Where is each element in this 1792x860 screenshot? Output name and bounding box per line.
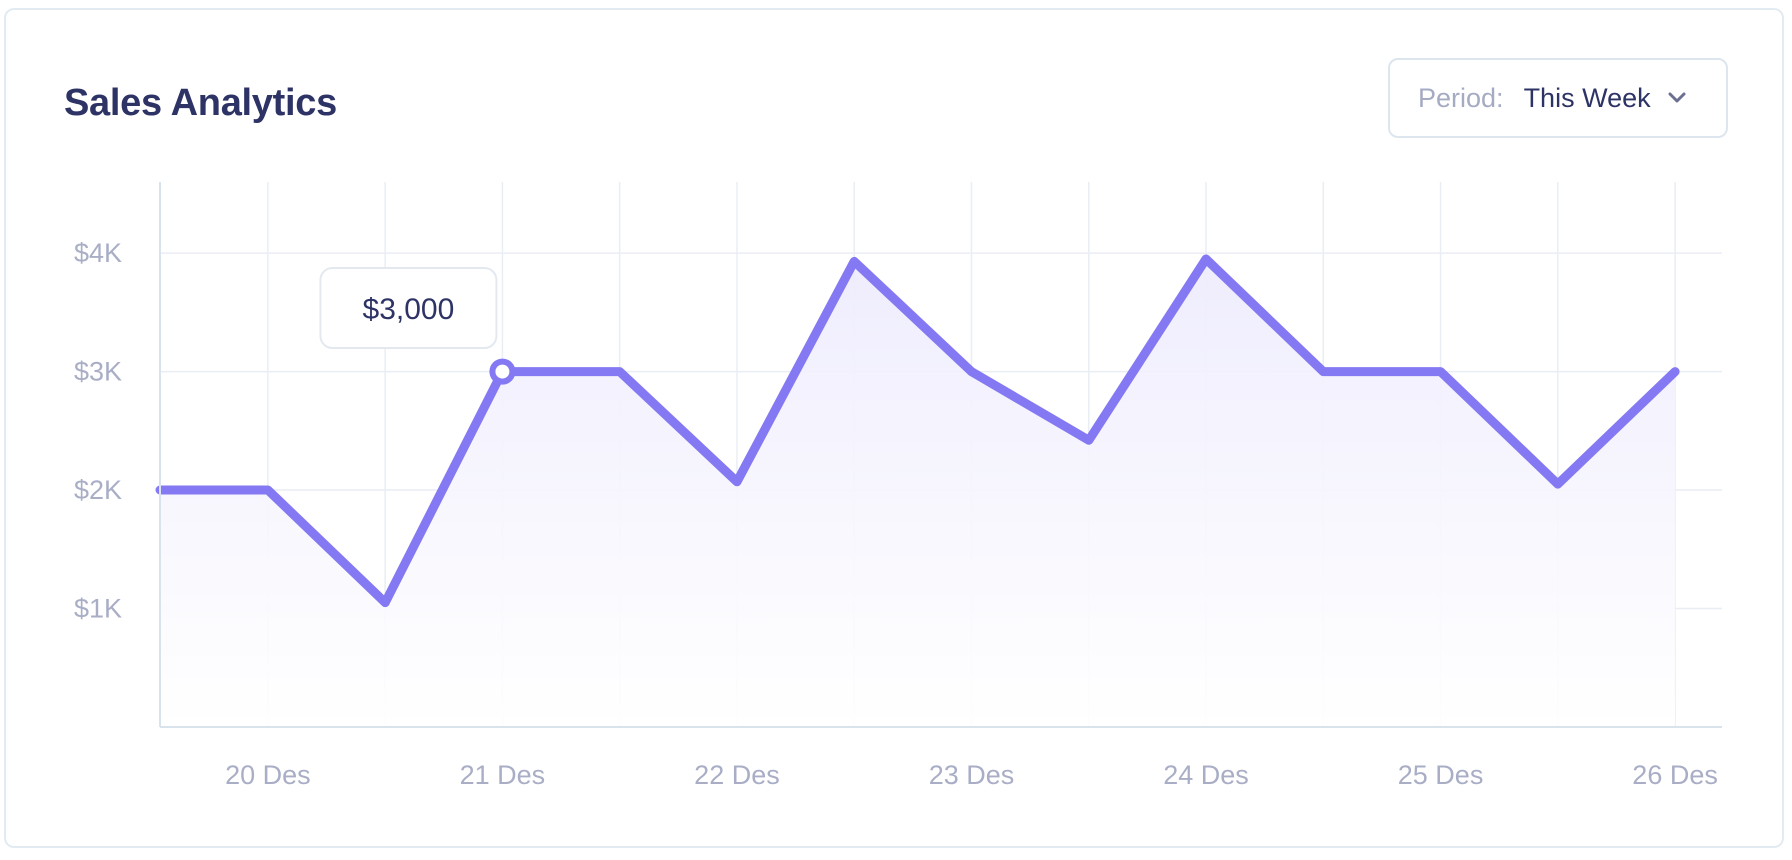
period-label: Period: (1418, 82, 1504, 113)
tick-labels: $1K $2K $3K $4K 20 Des 21 Des 22 Des 23 Des 24 D… (74, 238, 1718, 790)
period-value: This Week (1523, 82, 1651, 113)
x-tick-label: 20 Des (225, 760, 311, 790)
x-tick-label: 21 Des (460, 760, 546, 790)
chart-title: Sales Analytics (64, 82, 337, 124)
tooltip: $3,000 (319, 267, 516, 385)
chevron-down-icon (1667, 91, 1687, 105)
y-tick-label: $3K (74, 357, 122, 387)
highlight-point (489, 358, 516, 385)
x-tick-label: 22 Des (694, 760, 780, 790)
series-line-path (155, 254, 1680, 608)
y-tick-label: $4K (74, 238, 122, 268)
x-tick-label: 24 Des (1163, 760, 1249, 790)
axes (159, 182, 1722, 728)
period-dropdown[interactable]: Period: This Week (1388, 58, 1728, 138)
series-line (155, 254, 1680, 608)
y-tick-label: $2K (74, 475, 122, 505)
x-tick-label: 25 Des (1398, 760, 1484, 790)
x-tick-label: 23 Des (929, 760, 1015, 790)
x-tick-label: 26 Des (1632, 760, 1718, 790)
tooltip-box (319, 267, 498, 349)
y-tick-label: $1K (74, 594, 122, 624)
tooltip-value: $3,000 (363, 293, 455, 326)
